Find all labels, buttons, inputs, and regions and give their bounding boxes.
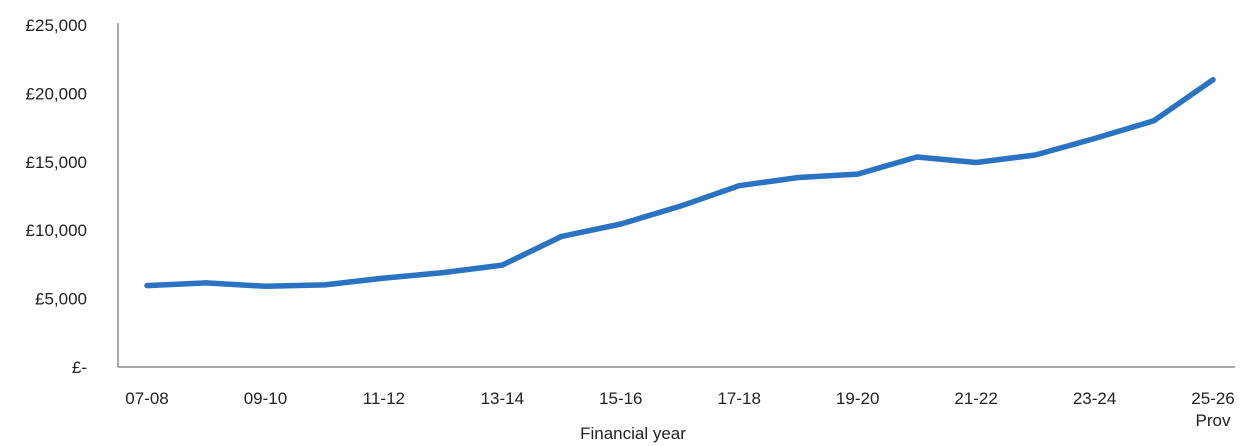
data-point [262,283,268,289]
x-tick-label: Prov [1196,411,1231,430]
series-group [144,76,1216,290]
data-point [1151,118,1157,124]
x-tick-label: 21-22 [954,389,997,408]
x-tick-label: 09-10 [244,389,287,408]
x-axis-title: Financial year [580,424,686,443]
x-tick-label: 11-12 [363,389,405,408]
y-axis: £- £5,000 £10,000 £15,000 £20,000 £25,000 [26,16,119,377]
data-point [1210,77,1216,83]
data-point [1032,152,1038,158]
y-tick-label: £- [72,358,87,377]
x-tick-label: 23-24 [1073,389,1116,408]
series-line [144,76,1216,290]
data-point [973,159,979,165]
data-point [381,275,387,281]
x-tick-label: 25-26 [1191,389,1234,408]
data-point [855,171,861,177]
data-point [203,280,209,286]
data-point [618,221,624,227]
data-point [736,183,742,189]
x-tick-label: 15-16 [599,389,642,408]
data-point [559,233,565,239]
data-point [1092,136,1098,142]
y-tick-label: £25,000 [26,16,87,35]
y-tick-label: £5,000 [35,290,87,309]
data-point [914,154,920,160]
data-point [677,203,683,209]
x-tick-label: 19-20 [836,389,879,408]
data-point [440,270,446,276]
y-tick-label: £20,000 [26,84,87,103]
data-point [499,262,505,268]
y-tick-label: £15,000 [26,153,87,172]
x-axis: 07-08 09-10 11-12 13-14 15-16 17-18 19-20 21-22… [118,366,1235,430]
x-tick-label: 17-18 [717,389,760,408]
y-tick-label: £10,000 [26,221,87,240]
data-point [795,175,801,181]
x-tick-label: 13-14 [481,389,524,408]
data-point [322,282,328,288]
data-point [144,283,150,289]
x-tick-label: 07-08 [125,389,168,408]
